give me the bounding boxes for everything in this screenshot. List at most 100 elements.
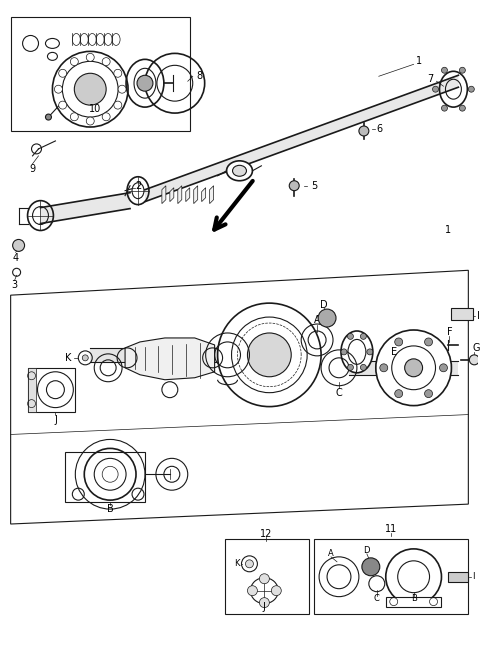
- Circle shape: [341, 349, 347, 355]
- Ellipse shape: [232, 165, 246, 176]
- Bar: [314, 539, 468, 613]
- Text: J: J: [54, 415, 57, 424]
- Text: K: K: [65, 353, 72, 363]
- Text: 12: 12: [260, 529, 273, 539]
- Circle shape: [102, 113, 110, 121]
- Text: 11: 11: [384, 524, 397, 534]
- Text: 9: 9: [29, 164, 36, 174]
- Text: B: B: [411, 594, 417, 603]
- Text: G: G: [472, 343, 480, 353]
- Polygon shape: [194, 186, 198, 203]
- Polygon shape: [90, 348, 319, 362]
- Text: B: B: [107, 504, 113, 514]
- Polygon shape: [178, 186, 182, 203]
- Polygon shape: [349, 361, 458, 375]
- Circle shape: [376, 330, 451, 405]
- Circle shape: [86, 117, 94, 125]
- Bar: [27, 368, 75, 411]
- Text: A: A: [314, 315, 321, 325]
- Bar: [27, 368, 36, 411]
- Text: 8: 8: [197, 72, 203, 81]
- Circle shape: [137, 75, 153, 91]
- Polygon shape: [170, 188, 174, 201]
- Text: E: E: [391, 347, 397, 357]
- Bar: [225, 539, 309, 613]
- Text: A: A: [328, 549, 334, 558]
- Circle shape: [12, 239, 24, 251]
- Circle shape: [395, 338, 403, 346]
- Circle shape: [114, 101, 122, 109]
- Polygon shape: [145, 75, 458, 201]
- Circle shape: [318, 309, 336, 327]
- Ellipse shape: [341, 331, 373, 373]
- Polygon shape: [40, 193, 130, 224]
- Circle shape: [362, 558, 380, 576]
- Ellipse shape: [227, 161, 252, 181]
- Text: 1: 1: [445, 226, 452, 236]
- Polygon shape: [210, 186, 214, 203]
- Circle shape: [442, 68, 447, 73]
- Text: 7: 7: [427, 74, 433, 84]
- Ellipse shape: [251, 578, 278, 604]
- Text: I: I: [472, 572, 475, 581]
- Bar: [448, 572, 468, 582]
- Text: C: C: [374, 594, 380, 603]
- Circle shape: [405, 359, 422, 377]
- Circle shape: [459, 68, 466, 73]
- Circle shape: [380, 364, 388, 372]
- Text: J: J: [263, 602, 266, 611]
- Text: 2: 2: [135, 180, 141, 191]
- Circle shape: [271, 586, 281, 596]
- Circle shape: [71, 113, 78, 121]
- Circle shape: [248, 333, 291, 377]
- Circle shape: [348, 364, 353, 371]
- Text: C: C: [336, 388, 342, 398]
- Bar: [386, 597, 442, 607]
- Circle shape: [82, 355, 88, 361]
- Text: D: D: [320, 300, 328, 310]
- Circle shape: [248, 586, 257, 596]
- Text: K: K: [234, 560, 239, 568]
- Bar: [65, 453, 145, 502]
- Polygon shape: [202, 188, 205, 201]
- Polygon shape: [125, 338, 215, 380]
- Circle shape: [395, 390, 403, 398]
- Text: 5: 5: [311, 180, 317, 191]
- Circle shape: [432, 86, 439, 92]
- Circle shape: [118, 85, 126, 93]
- Circle shape: [37, 372, 73, 407]
- Polygon shape: [162, 186, 166, 203]
- Circle shape: [289, 181, 299, 191]
- Circle shape: [54, 85, 62, 93]
- Text: 1: 1: [416, 56, 421, 66]
- Circle shape: [468, 86, 474, 92]
- Circle shape: [425, 390, 432, 398]
- Circle shape: [86, 53, 94, 62]
- Circle shape: [245, 560, 253, 568]
- Text: F: F: [446, 327, 452, 337]
- Circle shape: [259, 574, 269, 584]
- Polygon shape: [186, 188, 190, 201]
- Circle shape: [459, 105, 466, 111]
- Circle shape: [59, 101, 67, 109]
- Circle shape: [46, 114, 51, 120]
- Circle shape: [469, 355, 480, 365]
- Bar: [11, 16, 190, 131]
- Circle shape: [71, 58, 78, 66]
- Text: 3: 3: [12, 280, 18, 290]
- Circle shape: [102, 58, 110, 66]
- Bar: [451, 308, 473, 320]
- Circle shape: [367, 349, 373, 355]
- Circle shape: [440, 364, 447, 372]
- Text: 10: 10: [89, 104, 101, 114]
- Circle shape: [360, 333, 366, 339]
- Circle shape: [217, 303, 321, 407]
- Circle shape: [442, 105, 447, 111]
- Text: 4: 4: [12, 253, 19, 263]
- Text: I: I: [477, 311, 480, 321]
- Text: 6: 6: [377, 124, 383, 134]
- Circle shape: [259, 598, 269, 607]
- Circle shape: [59, 70, 67, 77]
- Circle shape: [114, 70, 122, 77]
- Circle shape: [348, 333, 353, 339]
